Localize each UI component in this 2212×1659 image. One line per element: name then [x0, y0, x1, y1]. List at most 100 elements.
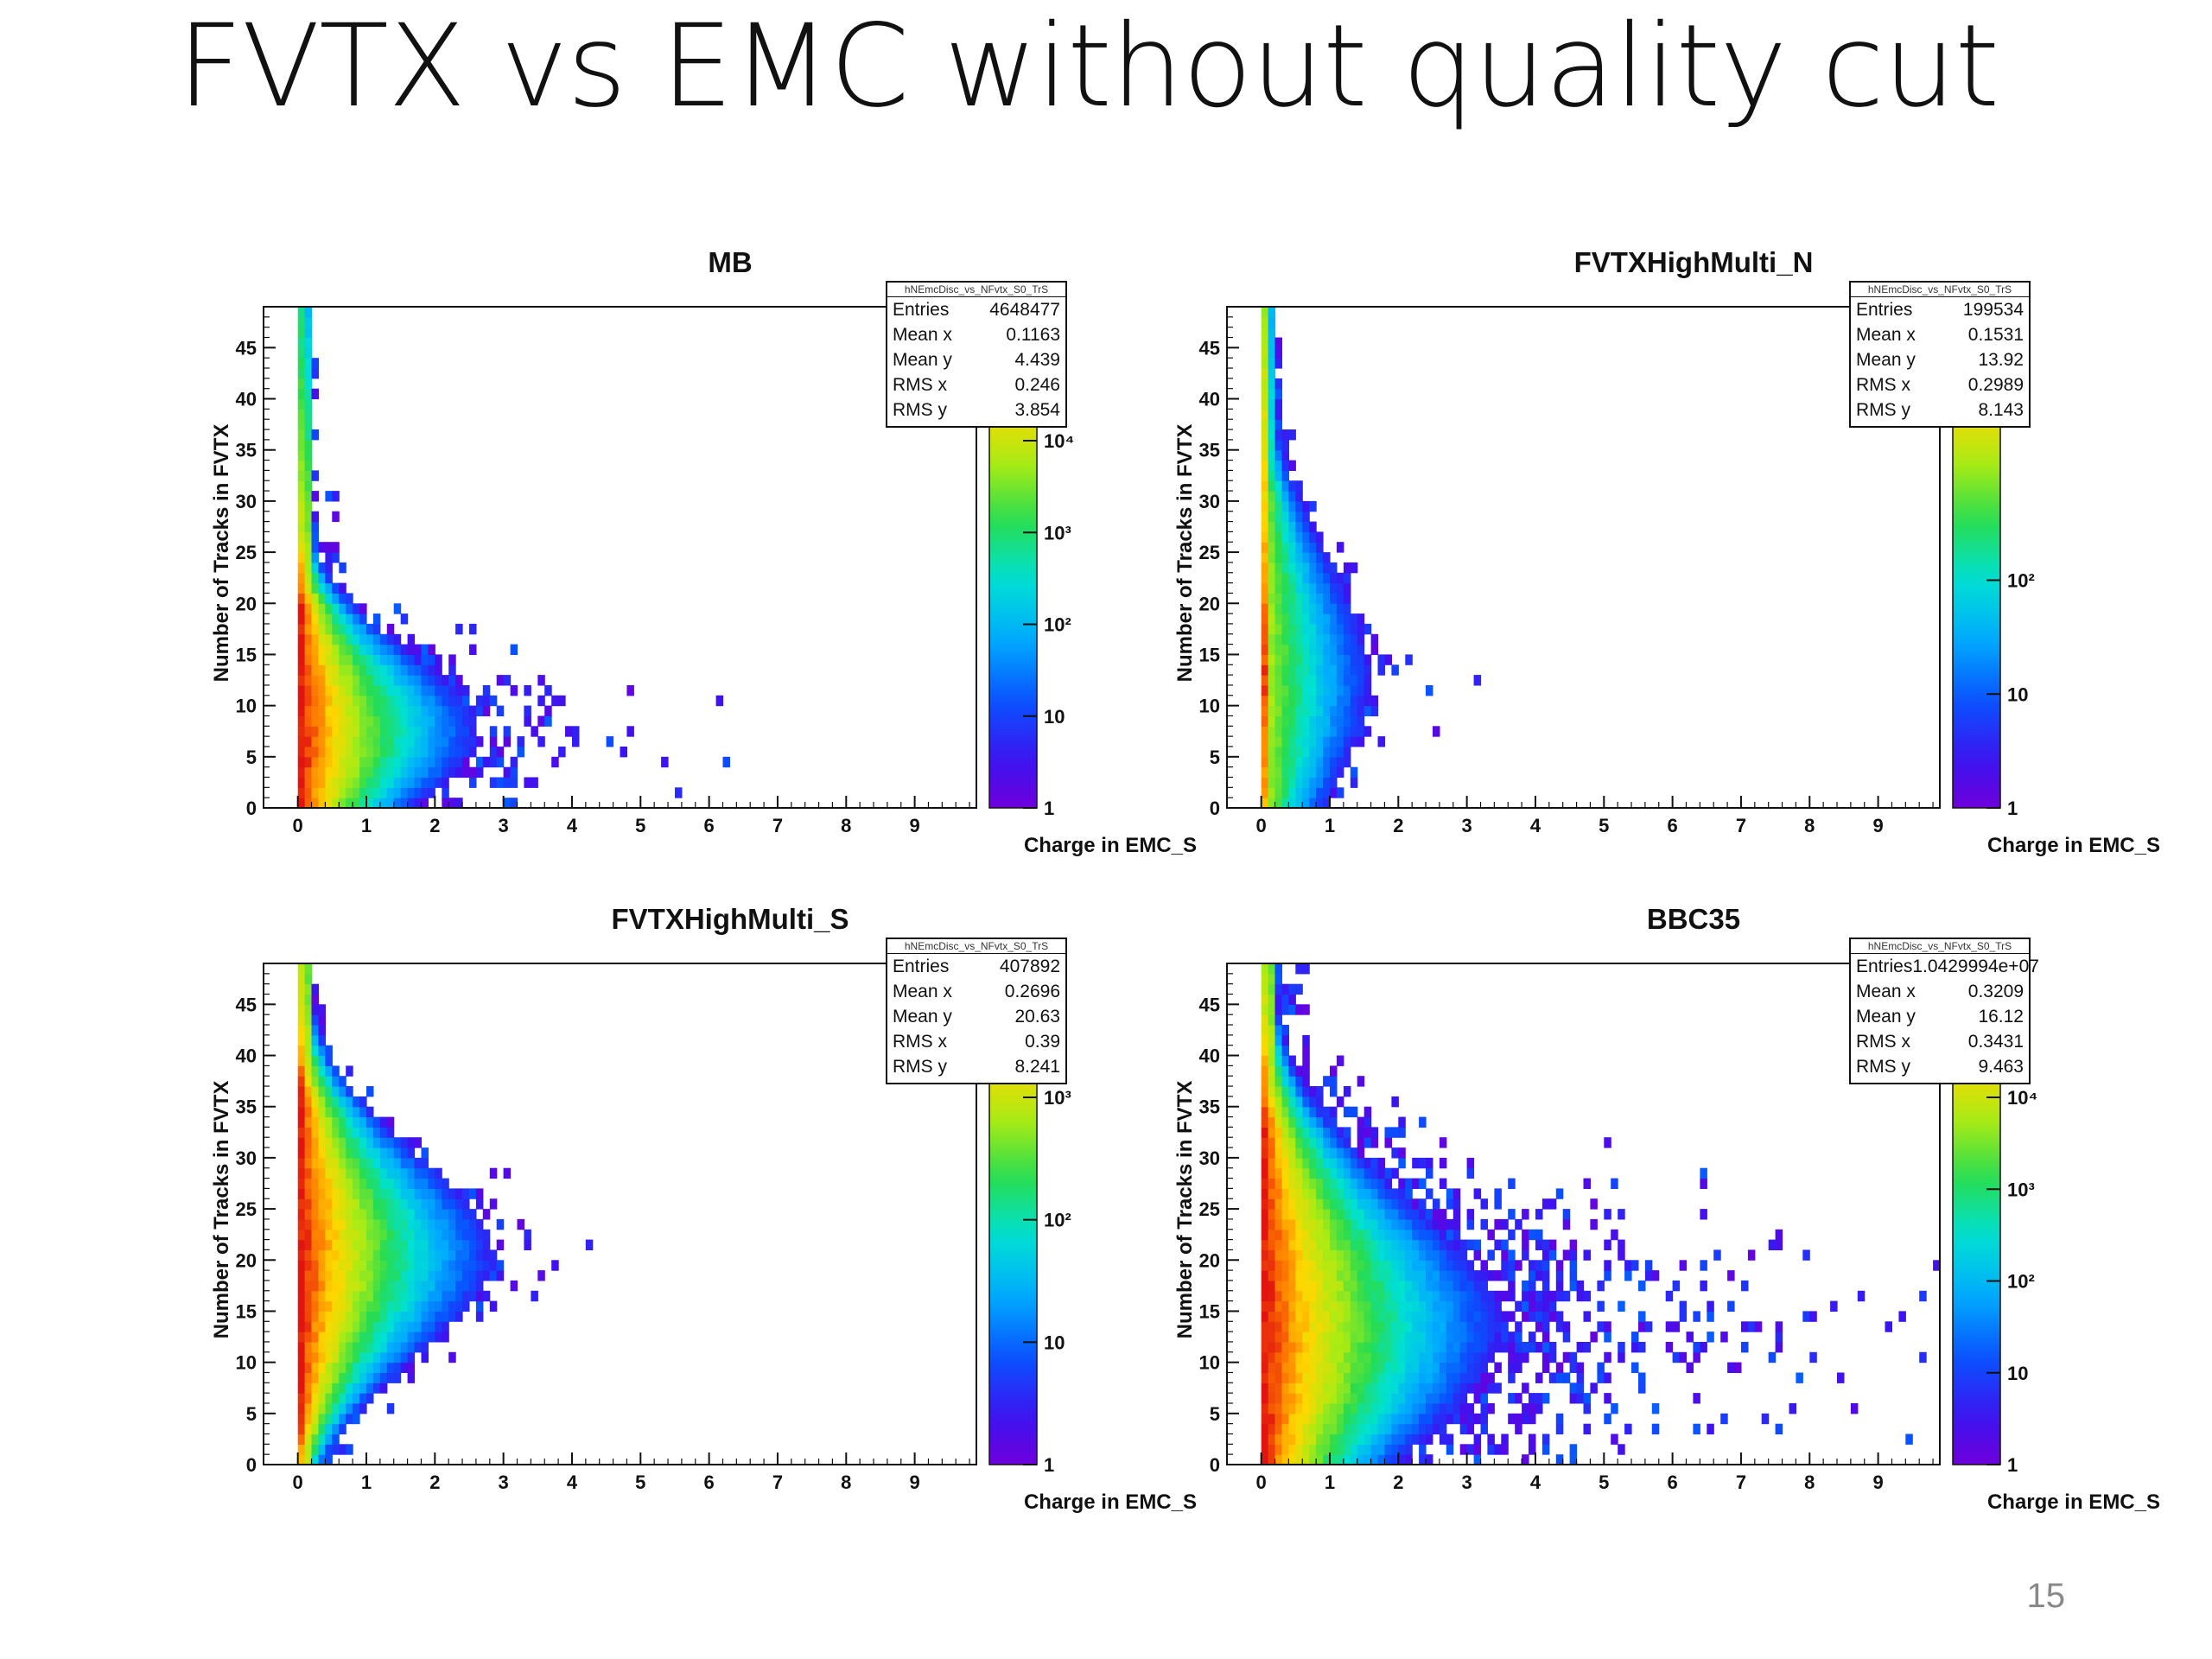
- heatmap-cell: [346, 1147, 353, 1159]
- heatmap-cell: [421, 787, 429, 798]
- heatmap-cell: [1419, 1433, 1427, 1445]
- x-axis-label: Charge in EMC_S: [1023, 834, 1197, 857]
- heatmap-cell: [448, 747, 456, 758]
- heatmap-cell: [325, 603, 333, 614]
- heatmap-cell: [1288, 1280, 1296, 1292]
- heatmap-cell: [386, 1332, 395, 1343]
- heatmap-cell: [442, 1260, 449, 1271]
- heatmap-cell: [442, 777, 449, 788]
- heatmap-cell: [448, 1218, 456, 1230]
- heatmap-cell: [1323, 562, 1331, 574]
- heatmap-cell: [297, 409, 306, 420]
- heatmap-cell: [1288, 1127, 1296, 1138]
- heatmap-cell: [359, 1198, 367, 1210]
- heatmap-cell: [1274, 593, 1282, 604]
- heatmap-cell: [414, 1300, 422, 1312]
- heatmap-cell: [1309, 1157, 1317, 1169]
- heatmap-cell: [428, 1239, 435, 1250]
- heatmap-cell: [1405, 1260, 1413, 1271]
- heatmap-cell: [311, 726, 319, 737]
- heatmap-cell: [1672, 1321, 1681, 1332]
- heatmap-cell: [1268, 664, 1276, 676]
- heatmap-cell: [421, 1157, 429, 1169]
- heatmap-cell: [1384, 1290, 1392, 1302]
- heatmap-cell: [297, 449, 306, 461]
- heatmap-cell: [407, 633, 416, 645]
- colorbar-label: 10³: [1044, 522, 1071, 543]
- heatmap-cell: [359, 726, 367, 737]
- heatmap-cell: [1274, 798, 1282, 809]
- heatmap-cell: [462, 736, 470, 747]
- heatmap-cell: [325, 1311, 333, 1322]
- heatmap-cell: [1288, 480, 1296, 492]
- heatmap-cell: [1693, 1351, 1700, 1363]
- heatmap-cell: [1562, 1332, 1571, 1343]
- heatmap-cell: [393, 685, 402, 696]
- heatmap-cell: [1350, 1362, 1358, 1373]
- heatmap-cell: [1597, 1300, 1605, 1312]
- heatmap-cell: [332, 1167, 340, 1179]
- heatmap-cell: [297, 1342, 306, 1353]
- heatmap-cell: [353, 654, 360, 665]
- heatmap-cell: [407, 1147, 416, 1159]
- heatmap-cell: [1261, 1229, 1269, 1241]
- heatmap-cell: [407, 1372, 416, 1383]
- heatmap-cell: [339, 1198, 346, 1210]
- heatmap-cell: [1363, 664, 1372, 676]
- heatmap-cell: [1274, 1178, 1282, 1189]
- heatmap-cell: [372, 715, 381, 727]
- heatmap-cell: [1268, 777, 1276, 788]
- heatmap-cell: [339, 1260, 346, 1271]
- heatmap-cell: [1323, 593, 1331, 604]
- heatmap-cell: [1529, 1311, 1536, 1322]
- heatmap-cell: [1261, 1423, 1269, 1435]
- heatmap-cell: [442, 1321, 449, 1332]
- heatmap-cell: [1281, 582, 1289, 594]
- heatmap-cell: [1274, 1218, 1282, 1230]
- heatmap-cell: [1261, 1413, 1269, 1425]
- heatmap-cell: [318, 766, 326, 779]
- heatmap-cell: [1405, 1218, 1413, 1230]
- heatmap-cell: [407, 766, 416, 779]
- heatmap-cell: [1302, 623, 1310, 635]
- heatmap-cell: [1295, 736, 1303, 747]
- heatmap-cell: [421, 1167, 429, 1179]
- heatmap-cell: [366, 766, 374, 779]
- heatmap-cell: [297, 491, 306, 502]
- heatmap-cell: [325, 685, 333, 696]
- heatmap-cell: [675, 787, 683, 798]
- heatmap-cell: [1343, 1444, 1351, 1455]
- heatmap-cell: [1261, 316, 1269, 328]
- heatmap-cell: [339, 798, 346, 809]
- heatmap-cell: [1391, 1147, 1399, 1159]
- heatmap-cell: [1274, 756, 1282, 768]
- heatmap-cell: [304, 1444, 313, 1455]
- heatmap-cell: [1473, 1311, 1482, 1322]
- heatmap-cell: [414, 1332, 422, 1343]
- stats-label-rms-x: RMS x: [893, 375, 947, 395]
- heatmap-cell: [400, 1290, 409, 1302]
- heatmap-cell: [1268, 368, 1276, 379]
- heatmap-cell: [1419, 1372, 1427, 1383]
- heatmap-cell: [1302, 572, 1310, 584]
- heatmap-cell: [1288, 1147, 1296, 1159]
- heatmap-cell: [1281, 470, 1289, 481]
- heatmap-cell: [1377, 1239, 1385, 1250]
- heatmap-cell: [1261, 798, 1269, 809]
- stats-rms-y: 8.143: [1978, 400, 2024, 420]
- heatmap-cell: [1720, 1413, 1728, 1425]
- heatmap-cell: [1679, 1300, 1688, 1312]
- heatmap-cell: [1459, 1393, 1468, 1404]
- heatmap-cell: [1336, 1454, 1344, 1465]
- heatmap-cell: [1343, 1188, 1351, 1199]
- heatmap-cell: [1343, 1403, 1351, 1414]
- heatmap-cell: [332, 1065, 340, 1077]
- heatmap-cell: [1343, 705, 1351, 716]
- heatmap-cell: [1336, 1147, 1344, 1159]
- heatmap-cell: [332, 1393, 340, 1404]
- heatmap-cell: [1487, 1300, 1495, 1312]
- heatmap-cell: [1419, 1423, 1427, 1435]
- heatmap-cell: [1837, 1372, 1845, 1383]
- heatmap-cell: [386, 654, 395, 665]
- heatmap-cell: [311, 1045, 319, 1057]
